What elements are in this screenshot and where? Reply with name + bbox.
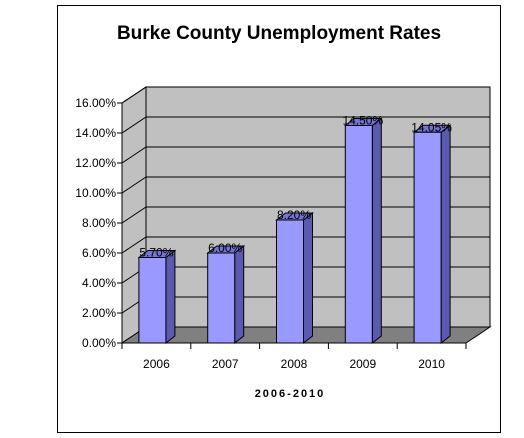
data-label: 5.70% bbox=[139, 246, 173, 260]
bar-2010 bbox=[412, 124, 452, 345]
bar-front bbox=[413, 131, 442, 344]
x-axis-title: 2006-2010 bbox=[255, 388, 326, 400]
y-tick-label: 6.00% bbox=[82, 246, 116, 260]
data-label: 14.05% bbox=[411, 120, 452, 134]
chart-axes: 0.00% 2.00% 4.00% 6.00% 8.00% 10.00% 12.00% 14.… bbox=[75, 96, 467, 371]
chart-title: Burke County Unemployment Rates bbox=[117, 23, 441, 44]
gridline bbox=[121, 116, 490, 134]
y-tick-label: 0.00% bbox=[82, 336, 116, 350]
bar-2009 bbox=[343, 117, 383, 345]
y-tick-label: 2.00% bbox=[82, 306, 116, 320]
bar-front bbox=[344, 125, 373, 344]
y-tick-label: 8.00% bbox=[82, 216, 116, 230]
y-tick-label: 10.00% bbox=[75, 186, 116, 200]
bar-side bbox=[371, 117, 382, 345]
bar-front bbox=[138, 257, 167, 344]
bar-2007 bbox=[206, 244, 246, 345]
bar-side bbox=[165, 249, 176, 345]
data-label: 14.50% bbox=[342, 114, 383, 128]
gridline bbox=[121, 86, 490, 104]
x-tick-label: 2007 bbox=[212, 357, 239, 371]
bar-front bbox=[207, 252, 236, 344]
data-label: 6.00% bbox=[208, 241, 242, 255]
x-tick-label: 2010 bbox=[418, 357, 445, 371]
bar-side bbox=[440, 124, 451, 345]
x-tick-label: 2009 bbox=[349, 357, 376, 371]
y-tick-label: 4.00% bbox=[82, 276, 116, 290]
bar-side bbox=[303, 211, 313, 345]
bar-front bbox=[276, 219, 304, 344]
chart-data-labels: 5.70% 6.00% 8.20% 14.50% 14.05% bbox=[139, 114, 452, 260]
y-tick-label: 14.00% bbox=[75, 126, 116, 140]
bar-2008 bbox=[275, 211, 314, 345]
x-tick-label: 2008 bbox=[281, 357, 308, 371]
y-tick-label: 16.00% bbox=[75, 96, 116, 110]
data-label: 8.20% bbox=[277, 208, 311, 222]
chart-bars bbox=[137, 117, 452, 345]
x-tick-label: 2006 bbox=[143, 357, 170, 371]
bar-side bbox=[234, 244, 245, 345]
y-tick-label: 12.00% bbox=[75, 156, 116, 170]
bar-2006 bbox=[137, 249, 177, 345]
